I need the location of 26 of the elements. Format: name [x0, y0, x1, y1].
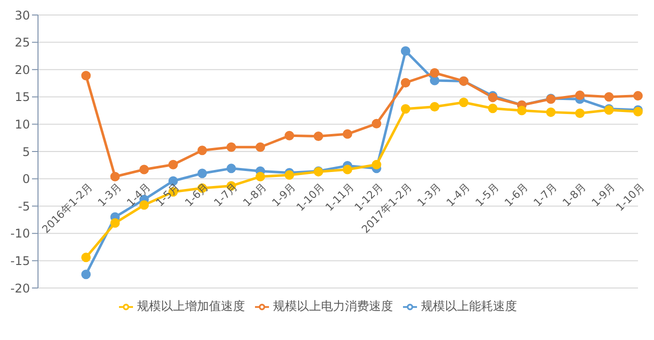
y-tick-label: -5 — [18, 199, 30, 214]
y-tick-label: 25 — [14, 36, 30, 50]
x-tick-label: 1-8月 — [241, 180, 270, 210]
x-tick-label: 1-7月 — [532, 180, 560, 210]
y-tick-label: 0 — [22, 172, 30, 186]
y-tick-label: -20 — [10, 281, 30, 296]
y-tick-label: -10 — [10, 226, 30, 241]
y-tick-label: 15 — [14, 90, 30, 104]
legend-label: 规模以上电力消费速度 — [273, 299, 393, 313]
y-tick-label: -15 — [10, 254, 30, 268]
x-tick-label: 1-3月 — [415, 180, 444, 210]
x-tick-label: 1-8月 — [560, 180, 590, 210]
x-tick-label: 1-6月 — [183, 180, 212, 210]
x-tick-label: 1-5月 — [474, 180, 502, 210]
legend-label: 规模以上能耗速度 — [421, 299, 517, 313]
x-tick-label: 1-4月 — [124, 180, 154, 210]
legend-label: 规模以上增加值速度 — [137, 299, 245, 313]
y-tick-label: 30 — [14, 8, 30, 22]
x-tick-label: 1-4月 — [444, 180, 473, 210]
x-tick-label: 1-7月 — [212, 180, 240, 210]
x-tick-label: 1-3月 — [96, 180, 124, 210]
y-tick-label: 20 — [14, 62, 30, 77]
y-tick-label: 10 — [14, 117, 30, 132]
x-tick-label: 1-6月 — [502, 180, 531, 210]
x-tick-label: 1-5月 — [154, 180, 182, 210]
y-tick-label: 5 — [22, 144, 30, 159]
